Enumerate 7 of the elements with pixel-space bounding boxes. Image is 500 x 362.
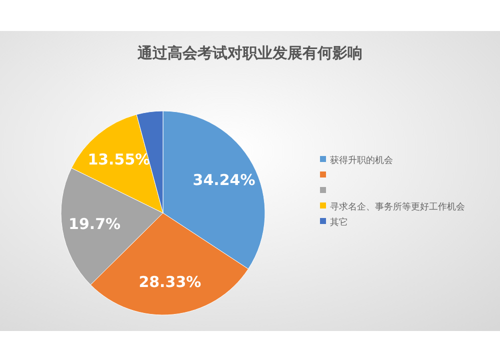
chart-title: 通过高会考试对职业发展有何影响 — [136, 44, 362, 62]
legend-label: 其它 — [330, 217, 348, 228]
data-label: 28.33% — [138, 273, 202, 292]
legend-label: 获得升职的机会 — [330, 155, 393, 166]
legend-label: 寻求名企、事务所等更好工作机会 — [330, 202, 465, 212]
data-label: 34.24% — [192, 171, 256, 190]
data-label: 19.7% — [68, 215, 121, 234]
